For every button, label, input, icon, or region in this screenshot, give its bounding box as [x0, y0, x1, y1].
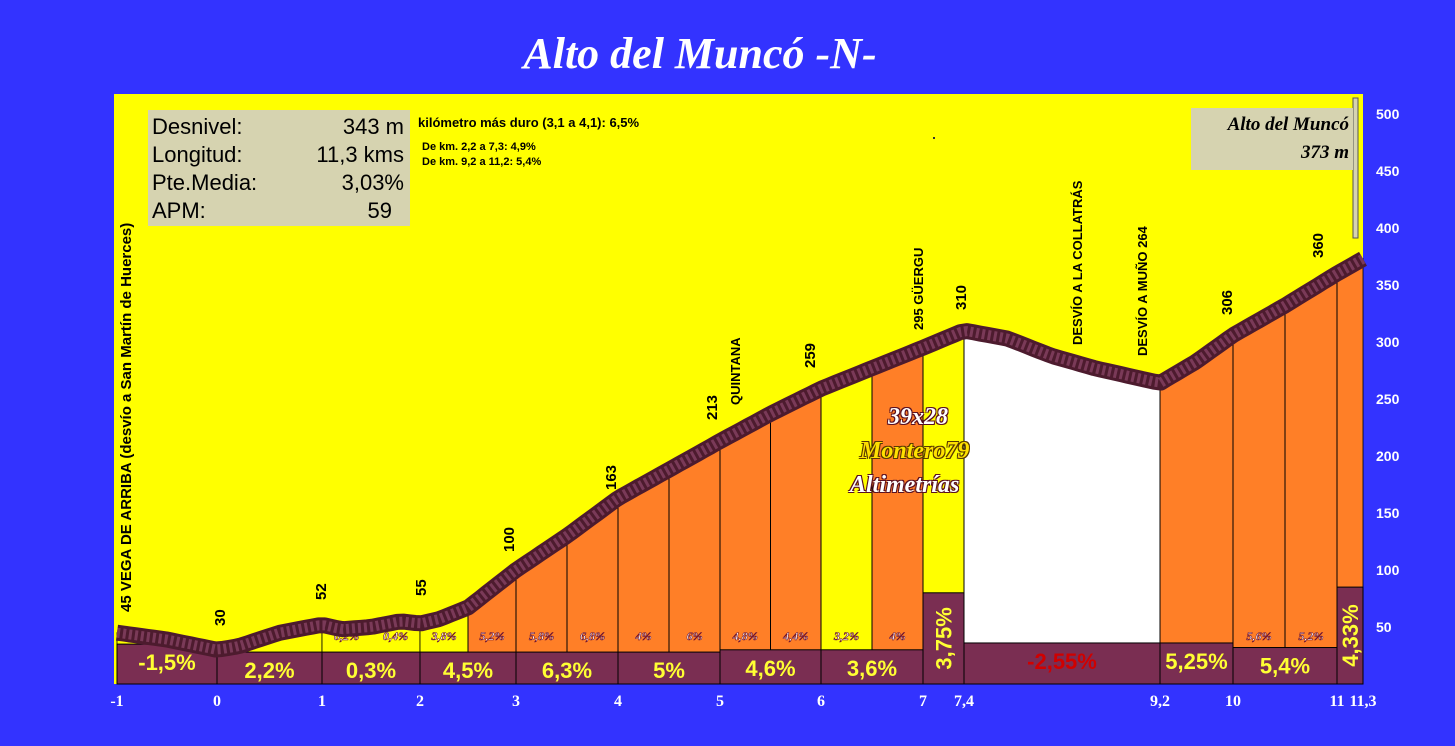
- half-km-grade-label: 5,8%: [529, 629, 554, 643]
- x-tick-label: 11: [1329, 693, 1344, 710]
- point-label: 45 VEGA DE ARRIBA (desvío a San Martín d…: [118, 223, 135, 612]
- stat-value: 11,3 kms: [316, 142, 404, 167]
- segment-grade-label: -1,5%: [138, 650, 195, 675]
- y-tick-label: 350: [1376, 277, 1400, 293]
- segment-grade-label: 5,25%: [1165, 649, 1227, 674]
- point-label: QUINTANA: [728, 337, 743, 405]
- stat-label: Longitud:: [152, 142, 243, 167]
- y-tick-label: 500: [1376, 106, 1400, 122]
- half-km-grade-label: 4%: [635, 629, 652, 643]
- segment-grade-label: 6,3%: [542, 658, 592, 683]
- half-km-grade-label: 5,2%: [480, 629, 505, 643]
- x-tick-label: 7,4: [954, 693, 974, 710]
- grade-band: [1336, 586, 1364, 685]
- section-grade: De km. 9,2 a 11,2: 5,4%: [422, 156, 542, 168]
- point-label: DESVÍO A LA COLLATRÁS: [1070, 180, 1085, 345]
- point-label: 295 GÜERGU: [911, 248, 926, 330]
- y-tick-label: 200: [1376, 448, 1400, 464]
- segment-grade-label: 4,6%: [745, 656, 795, 681]
- point-label: 55: [413, 579, 430, 596]
- y-tick-label: 400: [1376, 220, 1400, 236]
- watermark-line: Montero79: [860, 438, 970, 464]
- x-tick-label: 10: [1225, 693, 1241, 710]
- grade-band: [820, 649, 924, 685]
- segment-grade-label: 2,2%: [244, 658, 294, 683]
- half-km-grade-label: 0,4%: [383, 629, 408, 643]
- chart-title: Alto del Muncó -N-: [523, 29, 877, 78]
- x-tick-label: 6: [817, 693, 825, 710]
- point-label: 52: [313, 583, 330, 600]
- section-grade: De km. 2,2 a 7,3: 4,9%: [422, 141, 536, 153]
- grade-band: [321, 651, 421, 685]
- hardest-km: kilómetro más duro (3,1 a 4,1): 6,5%: [418, 115, 640, 130]
- watermark-line: 39x28: [888, 404, 948, 430]
- grade-band: [617, 651, 721, 685]
- stat-label: Desnivel:: [152, 114, 243, 139]
- x-tick-label: -1: [110, 693, 123, 710]
- y-tick-label: 150: [1376, 505, 1400, 521]
- summit-box: Alto del Muncó 373 m: [1191, 108, 1353, 170]
- point-label: 310: [953, 285, 970, 310]
- grade-band: [1232, 647, 1338, 685]
- stat-label: APM:: [152, 198, 206, 223]
- half-km-grade-label: 6%: [687, 629, 703, 643]
- grade-band: [1159, 642, 1234, 685]
- plot-dot: [933, 137, 935, 139]
- grade-band: [719, 649, 822, 685]
- segment-grade-label: 4,5%: [443, 658, 493, 683]
- summit-marker: [1352, 97, 1359, 239]
- half-km-grade-label: 4%: [889, 629, 906, 643]
- half-km-grade-label: 3,8%: [431, 629, 457, 643]
- segment-grade-label: 4,33%: [1338, 604, 1363, 666]
- x-tick-label: 9,2: [1150, 693, 1170, 710]
- half-km-grade-label: 5,2%: [1299, 629, 1324, 643]
- summit-altitude: 373 m: [1300, 142, 1349, 163]
- half-km-grade-label: 4,8%: [732, 629, 758, 643]
- half-km-grade-label: 6,8%: [580, 629, 605, 643]
- point-label: 163: [603, 465, 620, 490]
- point-label: 360: [1310, 233, 1327, 258]
- grade-band: [216, 651, 323, 685]
- point-label: 306: [1219, 290, 1236, 315]
- half-km-grade-label: 4,4%: [782, 629, 808, 643]
- point-label: 100: [501, 527, 518, 552]
- x-tick-label: 1: [318, 693, 326, 710]
- stat-label: Pte.Media:: [152, 170, 258, 195]
- stat-value: 343 m: [342, 114, 404, 139]
- x-tick-label: 5: [716, 693, 724, 710]
- stat-value: 3,03%: [341, 170, 404, 195]
- grade-band: [515, 651, 619, 685]
- x-tick-label: 0: [213, 693, 221, 710]
- x-tick-label: 3: [512, 693, 520, 710]
- stats-box: Desnivel: 343 m Longitud: 11,3 kms Pte.Med…: [148, 110, 410, 226]
- point-label: DESVÍO A MUÑO 264: [1135, 225, 1150, 356]
- half-km-grade-label: 5,6%: [1247, 629, 1272, 643]
- point-label: 259: [802, 343, 819, 368]
- y-tick-label: 250: [1376, 391, 1400, 407]
- y-tick-label: 50: [1376, 619, 1392, 635]
- point-label: 213: [704, 395, 721, 420]
- y-tick-label: 300: [1376, 334, 1400, 350]
- x-tick-label: 11,3: [1349, 693, 1376, 710]
- grade-band: [963, 642, 1161, 685]
- x-tick-label: 7: [919, 693, 927, 710]
- half-km-grade-label: 3,2%: [833, 629, 859, 643]
- x-tick-label: 4: [614, 693, 622, 710]
- x-tick-label: 2: [416, 693, 424, 710]
- y-tick-label: 100: [1376, 562, 1400, 578]
- watermark-line: Altimetrías: [850, 472, 960, 498]
- grade-band: [922, 592, 965, 685]
- segment-grade-label: -2,55%: [1027, 649, 1097, 674]
- road-texture: [116, 254, 1366, 655]
- segment-grade-label: 3,75%: [932, 607, 957, 669]
- summit-name: Alto del Muncó: [1227, 114, 1349, 135]
- segment-grade-label: 0,3%: [346, 658, 396, 683]
- segment-grade-label: 3,6%: [847, 656, 897, 681]
- stat-value: 59: [367, 198, 392, 223]
- y-tick-label: 450: [1376, 163, 1400, 179]
- segment-grade-label: 5%: [653, 658, 685, 683]
- segment-grade-label: 5,4%: [1260, 654, 1310, 679]
- point-label: 30: [212, 609, 229, 626]
